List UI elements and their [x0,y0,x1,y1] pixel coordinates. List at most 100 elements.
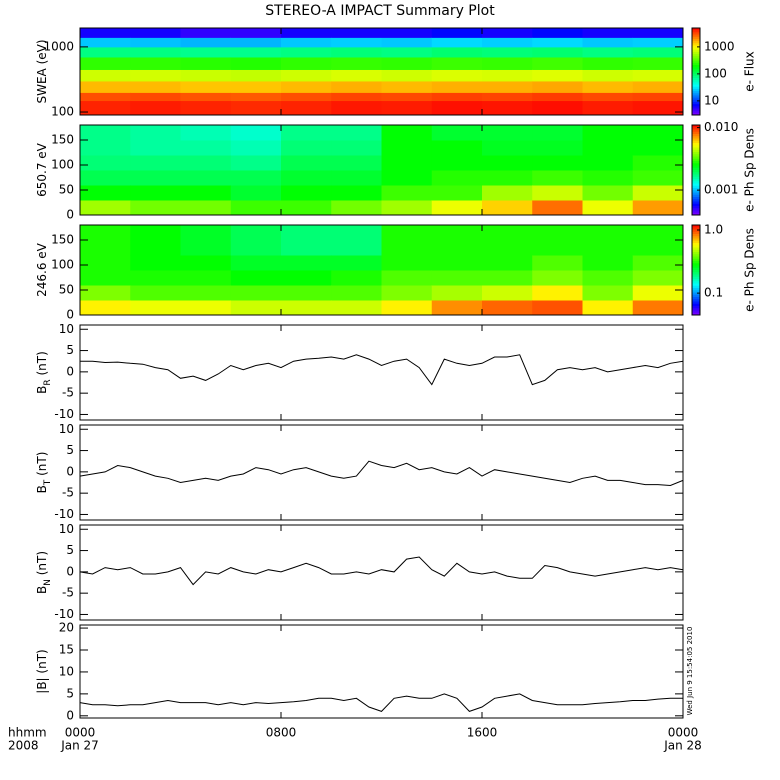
colorbar-segment [692,45,700,49]
heatmap-cell [632,300,684,316]
heatmap-cell [532,56,583,70]
colorbar-segment [692,263,700,266]
heatmap-cell [331,69,382,82]
heatmap-cell [281,28,332,38]
colorbar-segment [692,161,700,164]
colorbar-segment [692,145,700,148]
heatmap-cell [180,200,232,216]
heatmap-cell [482,255,533,271]
colorbar-segment [692,285,700,289]
colorbar-segment [692,292,700,296]
heatmap-cell [532,125,583,141]
heatmap-cell [532,240,583,256]
heatmap-cell [482,155,533,171]
heatmap-cell [130,200,181,216]
colorbar-segment [692,210,700,214]
heatmap-cell [331,100,382,116]
heatmap-cell [482,69,533,82]
heatmap-cell [281,125,332,141]
colorbar-tick-label: 0.1 [704,286,723,300]
y-tick-label: 5 [66,543,74,557]
heatmap-cell [331,140,382,156]
heatmap-cell [230,155,282,171]
y-axis-label-main: B [35,386,49,394]
y-tick-label: -5 [62,586,74,600]
y-tick-label: 10 [59,422,74,436]
heatmap-cell [230,37,282,48]
heatmap-cell [331,92,382,102]
panel-frame [79,324,684,421]
heatmap-cell [431,185,483,201]
colorbar-segment [692,34,700,38]
heatmap-cell [632,170,684,186]
y-axis-label: 246.6 eV [35,242,49,297]
heatmap-cell [482,225,533,241]
heatmap-cell [632,69,684,82]
heatmap-cell [532,300,583,316]
heatmap-cell [582,28,634,38]
colorbar-segment [692,129,700,133]
colorbar-segment [692,156,700,160]
heatmap-cell [80,125,131,141]
colorbar-segment [692,308,700,311]
colorbar-segment [692,256,700,260]
heatmap-cell [230,125,282,141]
heatmap-cell [431,69,483,82]
y-axis-label: BR (nT) [35,351,53,394]
heatmap-cell [632,125,684,141]
y-tick-label: 0 [66,708,74,722]
heatmap-cell [381,225,433,241]
heatmap-cell [80,92,131,102]
colorbar-segment [692,212,700,216]
y-axis-label-unit: (nT) [35,551,49,579]
colorbar-segment [692,234,700,237]
colorbar-segment [692,276,700,280]
y-tick-label: 0 [66,208,74,222]
y-tick-label: 10 [59,522,74,536]
colorbar-segment [692,294,700,298]
heatmap-cell [331,170,382,186]
heatmap-cell [632,56,684,70]
heatmap-cell [281,200,332,216]
heatmap-cell [80,300,131,316]
heatmap-cell [482,170,533,186]
colorbar-segment [692,203,700,207]
heatmap-cell [80,46,131,58]
panel-frame [79,424,684,521]
y-tick-label: -10 [54,407,74,421]
heatmap-cell [281,69,332,82]
colorbar-segment [692,80,700,83]
heatmap-cell [532,270,583,286]
y-axis-label: SWEA (eV) [35,39,49,103]
heatmap-cell [80,100,131,116]
colorbar-segment [692,86,700,90]
colorbar-segment [692,143,700,146]
colorbar-segment [692,43,700,46]
heatmap-cell [532,92,583,102]
heatmap-cell [532,46,583,58]
heatmap-cell [180,46,232,58]
heatmap-cell [482,92,533,102]
colorbar-segment [692,194,700,198]
heatmap-cell [331,155,382,171]
heatmap-cell [532,37,583,48]
colorbar-segment [692,51,700,55]
y-axis-label-unit: (nT) [35,351,49,379]
heatmap-cell [80,285,131,301]
heatmap-cell [230,285,282,301]
heatmap-cell [180,92,232,102]
y-axis-label: BN (nT) [35,551,53,594]
panel-frame [79,224,684,316]
colorbar-segment [692,36,700,40]
colorbar-segment [692,231,700,235]
colorbar-frame [691,27,701,116]
heatmap-cell [180,255,232,271]
colorbar-segment [692,179,700,182]
colorbar-segment [692,82,700,86]
heatmap-cell [331,200,382,216]
heatmap-cell [130,56,181,70]
heatmap-cell [632,225,684,241]
heatmap-cell [482,100,533,116]
colorbar-segment [692,75,700,79]
y-tick-label: 5 [66,343,74,357]
